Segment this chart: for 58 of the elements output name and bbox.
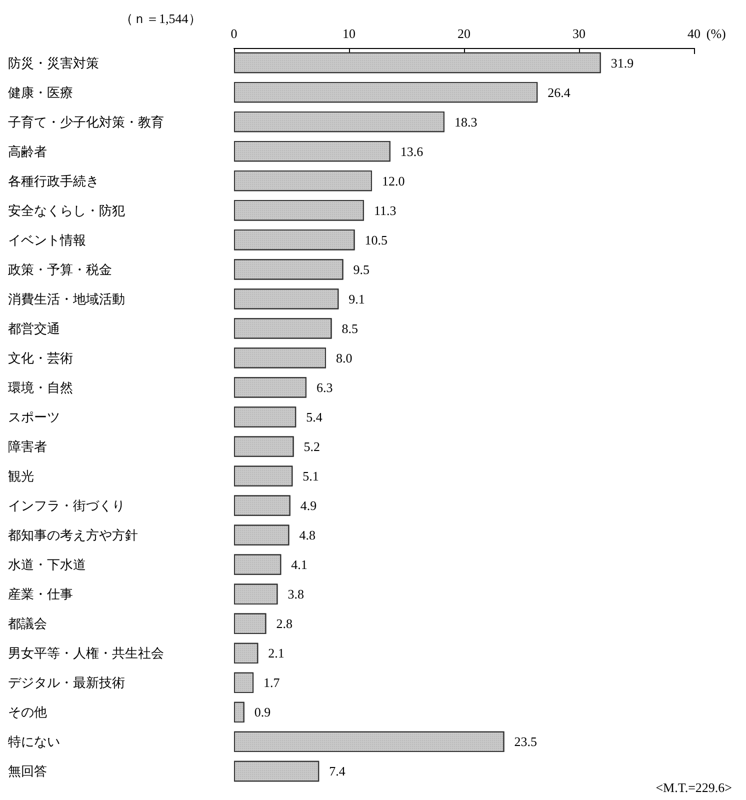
y-tick-label: 無回答 xyxy=(8,764,47,779)
y-tick-label: 産業・仕事 xyxy=(8,586,73,602)
data-label: 4.9 xyxy=(300,498,317,514)
data-label: 10.5 xyxy=(364,232,388,248)
y-tick-label: スポーツ xyxy=(8,410,60,424)
data-label: 11.3 xyxy=(374,202,396,218)
y-tick-label: 男女平等・人権・共生社会 xyxy=(8,646,164,661)
data-label: 5.1 xyxy=(302,468,319,484)
data-label: 1.7 xyxy=(264,675,280,690)
y-tick-label: 健康・医療 xyxy=(8,84,73,100)
y-tick-label: 都知事の考え方や方針 xyxy=(8,528,138,543)
data-label: 6.3 xyxy=(316,380,333,395)
text: （ｎ＝1,544） xyxy=(120,11,202,26)
y-tick-label: 防災・災害対策 xyxy=(8,55,99,70)
y-tick-label: 消費生活・地域活動 xyxy=(8,291,125,306)
x-tick-label: 10 xyxy=(342,26,356,41)
data-label: 9.5 xyxy=(353,262,370,277)
y-tick-label: 観光 xyxy=(8,468,34,484)
data-label: 18.3 xyxy=(454,114,478,130)
data-label: 4.1 xyxy=(291,557,308,572)
y-tick-label: デジタル・最新技術 xyxy=(8,675,125,690)
y-tick-label: 都議会 xyxy=(8,616,47,632)
data-label: 13.6 xyxy=(400,144,424,159)
y-tick-label: 特にない xyxy=(8,734,60,750)
data-label: 26.4 xyxy=(548,84,571,100)
data-label: 7.4 xyxy=(329,764,346,779)
data-label: 4.8 xyxy=(299,528,316,543)
y-tick-label: 都営交通 xyxy=(8,320,60,336)
data-label: 5.2 xyxy=(304,439,320,454)
x-tick-label: 40 xyxy=(688,26,700,41)
x-tick-label: 30 xyxy=(572,26,586,41)
annotation: <M.T.=229.6> xyxy=(656,780,732,795)
y-tick-label: インフラ・街づくり xyxy=(8,498,125,514)
data-label: 9.1 xyxy=(348,291,365,306)
y-tick-label: 文化・芸術 xyxy=(8,350,73,366)
y-tick-label: 水道・下水道 xyxy=(8,557,86,572)
y-tick-label: 環境・自然 xyxy=(8,380,73,395)
data-label: 2.1 xyxy=(268,646,284,661)
data-label: 3.8 xyxy=(288,586,304,602)
data-label: 31.9 xyxy=(610,55,634,70)
y-tick-label: イベント情報 xyxy=(8,232,86,248)
y-tick-label: 子育て・少子化対策・教育 xyxy=(8,114,164,130)
y-tick-label: 各種行政手続き xyxy=(8,173,99,188)
y-tick-label: その他 xyxy=(8,704,47,720)
y-tick-label: 安全なくらし・防犯 xyxy=(8,202,125,218)
y-tick-label: 政策・予算・税金 xyxy=(8,262,112,277)
x-tick-label: 0 xyxy=(230,26,238,41)
data-label: 8.5 xyxy=(342,320,358,336)
y-tick-label: 障害者 xyxy=(8,439,47,454)
data-label: 0.9 xyxy=(254,704,271,720)
x-axis-title: (%) xyxy=(706,26,726,41)
y-tick-label: 高齢者 xyxy=(8,144,47,159)
data-label: 8.0 xyxy=(336,350,352,366)
x-tick-label: 20 xyxy=(458,26,470,41)
data-label: 12.0 xyxy=(382,173,405,188)
data-label: 2.8 xyxy=(276,616,292,632)
data-label: 23.5 xyxy=(514,734,537,750)
data-label: 5.4 xyxy=(306,410,323,424)
